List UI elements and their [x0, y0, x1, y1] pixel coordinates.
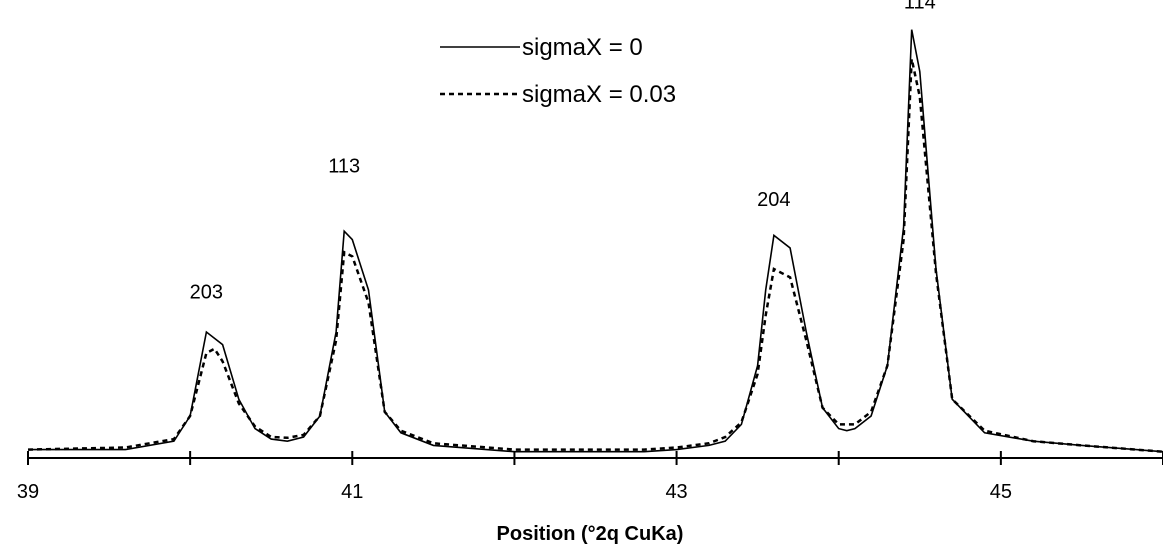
legend-label-1: sigmaX = 0 — [522, 34, 643, 61]
peak-label: 204 — [757, 189, 790, 211]
x-tick-label: 41 — [341, 481, 363, 503]
x-ticks: 39 41 43 45 — [17, 451, 1163, 503]
legend: sigmaX = 0 sigmaX = 0.03 — [440, 34, 676, 108]
x-axis-label: Position (°2q CuKa) — [497, 523, 684, 545]
legend-label-2: sigmaX = 0.03 — [522, 81, 676, 108]
x-tick-label: 39 — [17, 481, 39, 503]
peak-annotations: 203 113 204 114 — [190, 0, 936, 303]
x-tick-label: 43 — [665, 481, 687, 503]
peak-label: 113 — [328, 155, 360, 177]
series-layer — [27, 29, 1163, 453]
peak-label: 203 — [190, 281, 223, 303]
peak-label: 114 — [904, 0, 936, 14]
x-tick-label: 45 — [990, 481, 1012, 503]
series-line-2 — [27, 58, 1163, 453]
